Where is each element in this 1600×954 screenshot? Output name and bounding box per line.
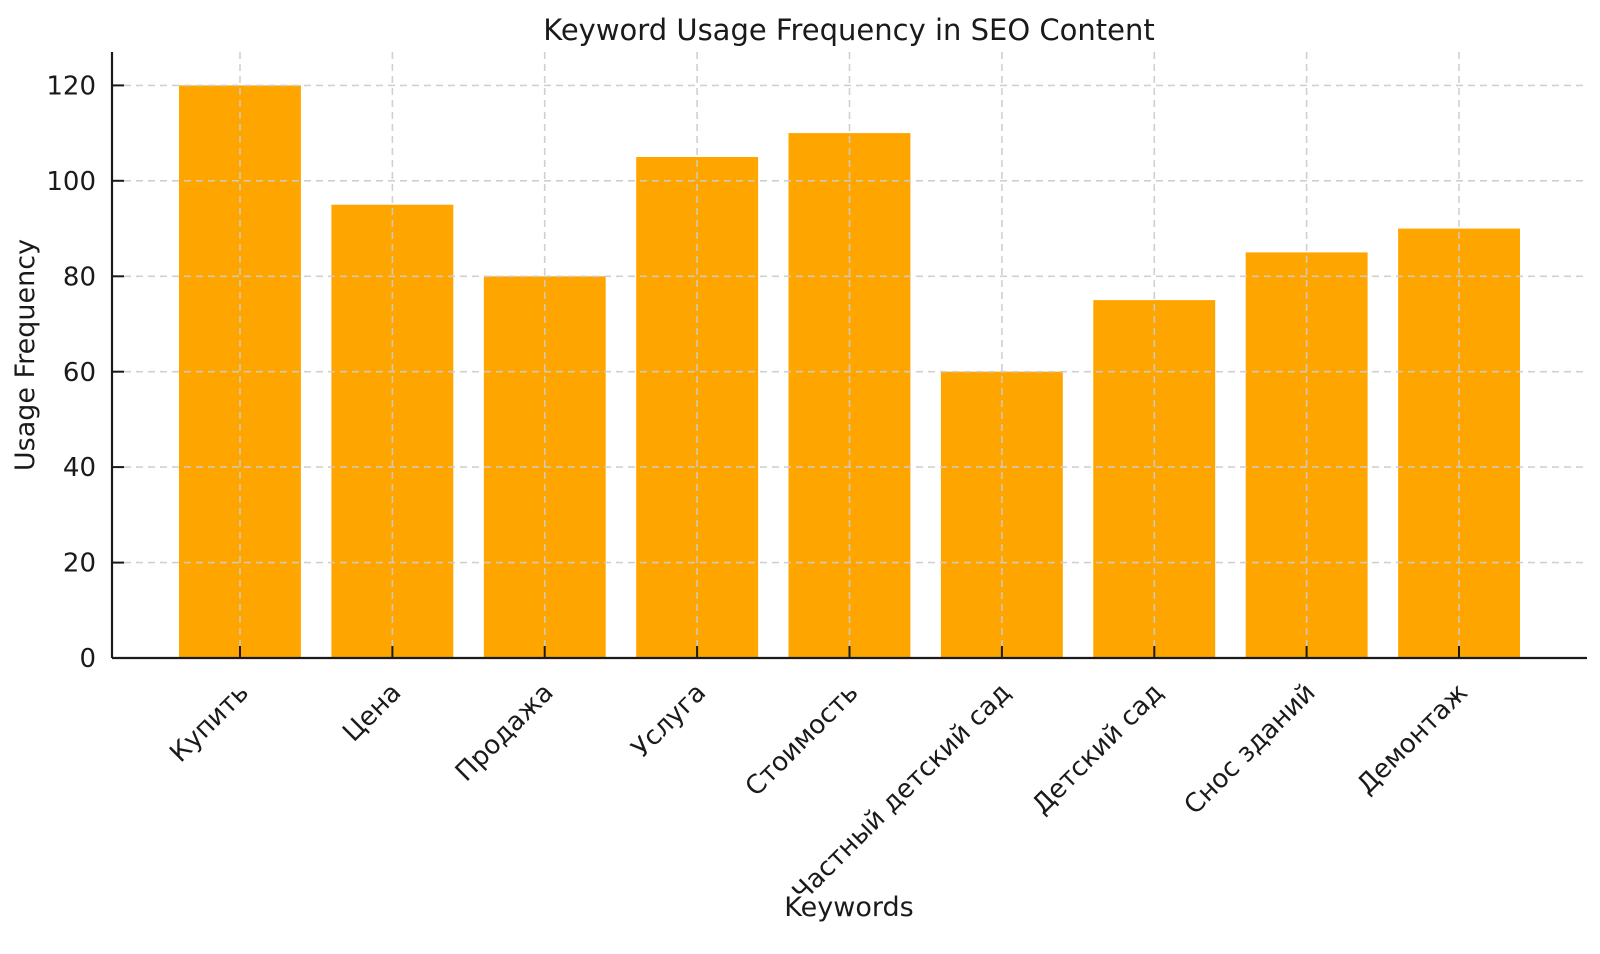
y-tick-label: 40	[63, 453, 96, 483]
y-tick-label: 80	[63, 262, 96, 292]
x-tick-label: Цена	[337, 678, 407, 748]
vertical-gridlines	[239, 52, 1460, 658]
x-tick-label: Детский сад	[1027, 678, 1170, 821]
x-tick-label: Купить	[164, 678, 255, 769]
x-tick-label: Стоимость	[740, 678, 865, 803]
y-tick-label: 20	[63, 549, 96, 579]
horizontal-gridlines	[112, 84, 1587, 564]
y-axis-label: Usage Frequency	[10, 239, 41, 471]
tick-marks	[112, 84, 1460, 659]
y-tick-label: 120	[46, 72, 96, 102]
x-axis-label: Keywords	[784, 892, 913, 923]
chart-title: Keyword Usage Frequency in SEO Content	[543, 13, 1154, 47]
axis-spines	[110, 52, 1587, 660]
y-tick-label: 0	[79, 644, 96, 674]
x-tick-label: Демонтаж	[1351, 678, 1474, 801]
y-tick-label: 60	[63, 358, 96, 388]
x-tick-labels: Купить Цена Продажа Услуга СтоимостьЧастный …	[164, 678, 1474, 908]
x-tick-label: Услуга	[626, 678, 712, 764]
x-tick-label: Продажа	[450, 678, 560, 788]
x-tick-label: Снос зданий	[1179, 678, 1322, 821]
y-tick-label: 100	[46, 167, 96, 197]
y-tick-labels: 0 20 40 60 80 100 120	[46, 72, 96, 675]
